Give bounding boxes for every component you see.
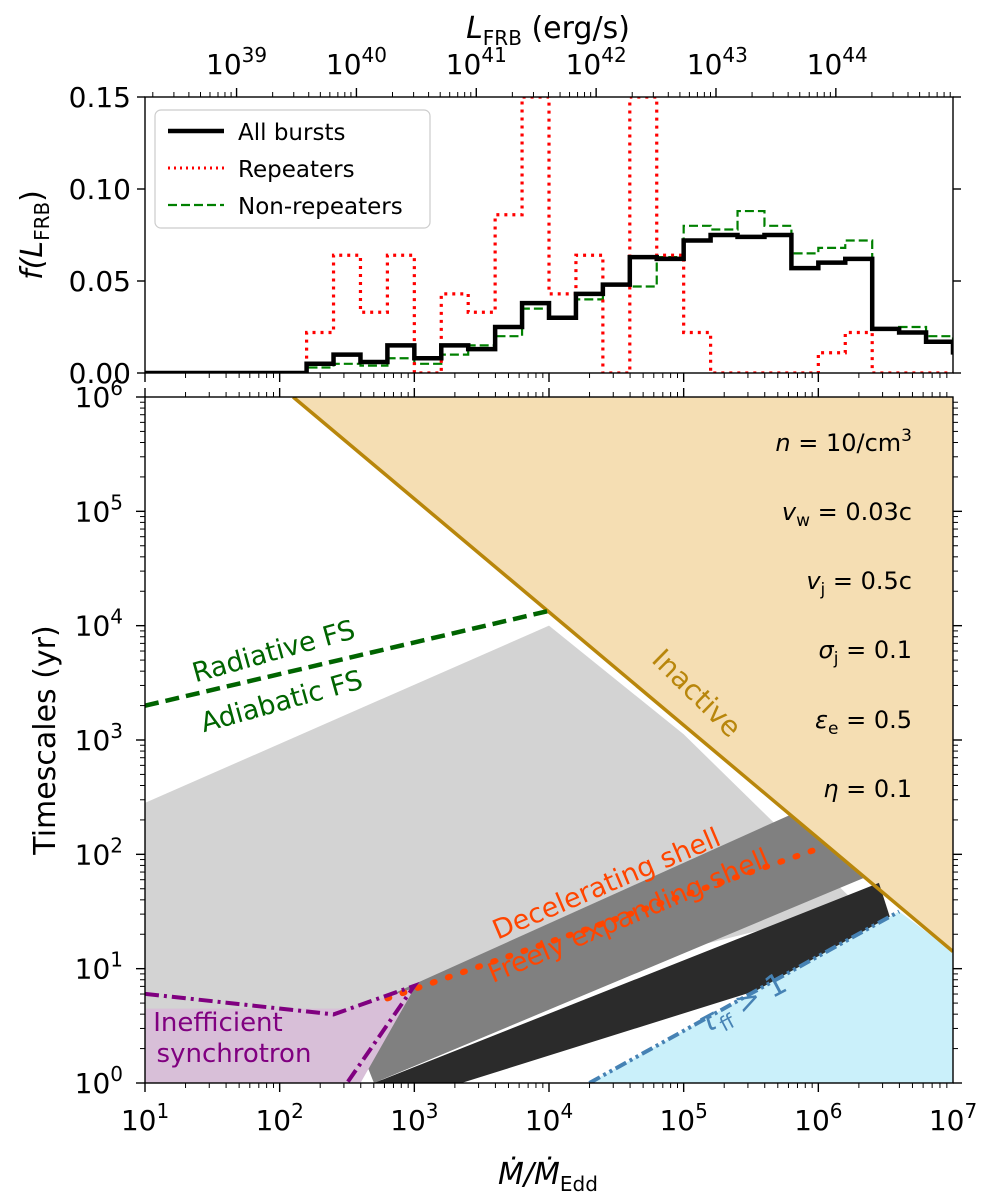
parameter-item: εe = 0.5 [815, 706, 912, 739]
parameter-item: vj = 0.5c [806, 567, 912, 600]
label-synchrotron: synchrotron [157, 1039, 312, 1069]
bottom-x-tick-label: 104 [525, 1099, 573, 1137]
parameter-item: η = 0.1 [823, 775, 912, 803]
line-radiative-adiabatic-fs [145, 608, 550, 708]
region-3 [373, 882, 900, 1083]
top-x-axis-label: LFRB (erg/s) [466, 11, 630, 50]
top-x-tick-label: 1044 [807, 43, 868, 81]
parameter-item: σj = 0.1 [819, 636, 913, 669]
bottom-x-tick-label: 106 [794, 1099, 842, 1137]
bottom-y-tick-label: 103 [75, 719, 123, 757]
top-y-tick-label: 0.05 [69, 265, 131, 298]
parameter-item: n = 10/cm3 [775, 426, 912, 457]
line--ff-boundary [588, 909, 901, 1083]
top-x-tick-label: 1043 [687, 43, 748, 81]
bottom-y-tick-label: 100 [75, 1062, 123, 1100]
line-decelerating-freely-expanding [384, 845, 822, 1002]
bottom-x-tick-label: 103 [390, 1099, 438, 1137]
series-repeaters [145, 97, 953, 373]
top-y-tick-labels: 0.00 0.05 0.10 0.15 [69, 81, 131, 390]
top-panel: 0.000.050.100.15 1039 1040 1041 1042 1043 104… [15, 11, 961, 390]
parameter-item: vw = 0.03c [782, 498, 912, 531]
region-2 [347, 814, 866, 1083]
bottom-y-tick-label: 102 [75, 833, 123, 871]
top-y-tick-label: 0.15 [69, 81, 131, 114]
region-1 [145, 625, 859, 1083]
bottom-x-tick-label: 102 [255, 1099, 303, 1137]
bottom-x-tick-label: 101 [121, 1099, 169, 1137]
line-inefficient-synchrotron [145, 981, 420, 1083]
bottom-y-tick-labels: 100 101 102 103 104 105 106 [75, 376, 123, 1100]
label-inefficient: Inefficient [153, 1008, 282, 1038]
top-y-tick-label: 0.00 [69, 357, 131, 390]
bottom-y-tick-label: 106 [75, 376, 123, 414]
histogram-series-group [145, 97, 953, 373]
bottom-y-tick-label: 105 [75, 490, 123, 528]
bottom-y-tick-label: 104 [75, 605, 123, 643]
boundary-lines-group [145, 397, 953, 1083]
line-inactive-boundary [292, 397, 953, 953]
region-5 [589, 911, 953, 1083]
bottom-x-tick-labels: 101 102 103 104 105 106 107 [121, 1099, 977, 1137]
series-non-repeaters [145, 209, 953, 373]
legend-frame [154, 109, 431, 229]
bottom-panel-ticks [136, 388, 962, 1092]
bottom-y-tick-label: 101 [75, 948, 123, 986]
top-y-axis-label: f(LFRB) [15, 190, 54, 280]
series-all-bursts [145, 232, 953, 373]
top-y-tick-label: 0.10 [69, 173, 131, 206]
legend-label-non-repeaters: Non-repeaters [238, 194, 403, 220]
bottom-y-axis-label: Timescales (yr) [28, 625, 63, 855]
legend-label-repeaters: Repeaters [238, 157, 355, 183]
top-x-tick-label: 1042 [566, 43, 627, 81]
legend: All bursts Repeaters Non-repeaters [154, 109, 431, 229]
bottom-x-tick-label: 107 [929, 1099, 977, 1137]
legend-label-all-bursts: All bursts [238, 120, 345, 146]
top-x-tick-label: 1039 [206, 43, 267, 81]
region-4 [145, 988, 415, 1083]
top-x-tick-labels: 1039 1040 1041 1042 1043 1044 [206, 43, 868, 81]
top-x-tick-label: 1040 [326, 43, 387, 81]
bottom-x-tick-label: 105 [659, 1099, 707, 1137]
top-panel-ticks [137, 88, 961, 382]
parameter-list: n = 10/cm3 vw = 0.03c vj = 0.5c σj = 0.1 εe … [775, 426, 912, 803]
bottom-x-axis-label: Ṁ/ṀEdd [498, 1156, 598, 1196]
